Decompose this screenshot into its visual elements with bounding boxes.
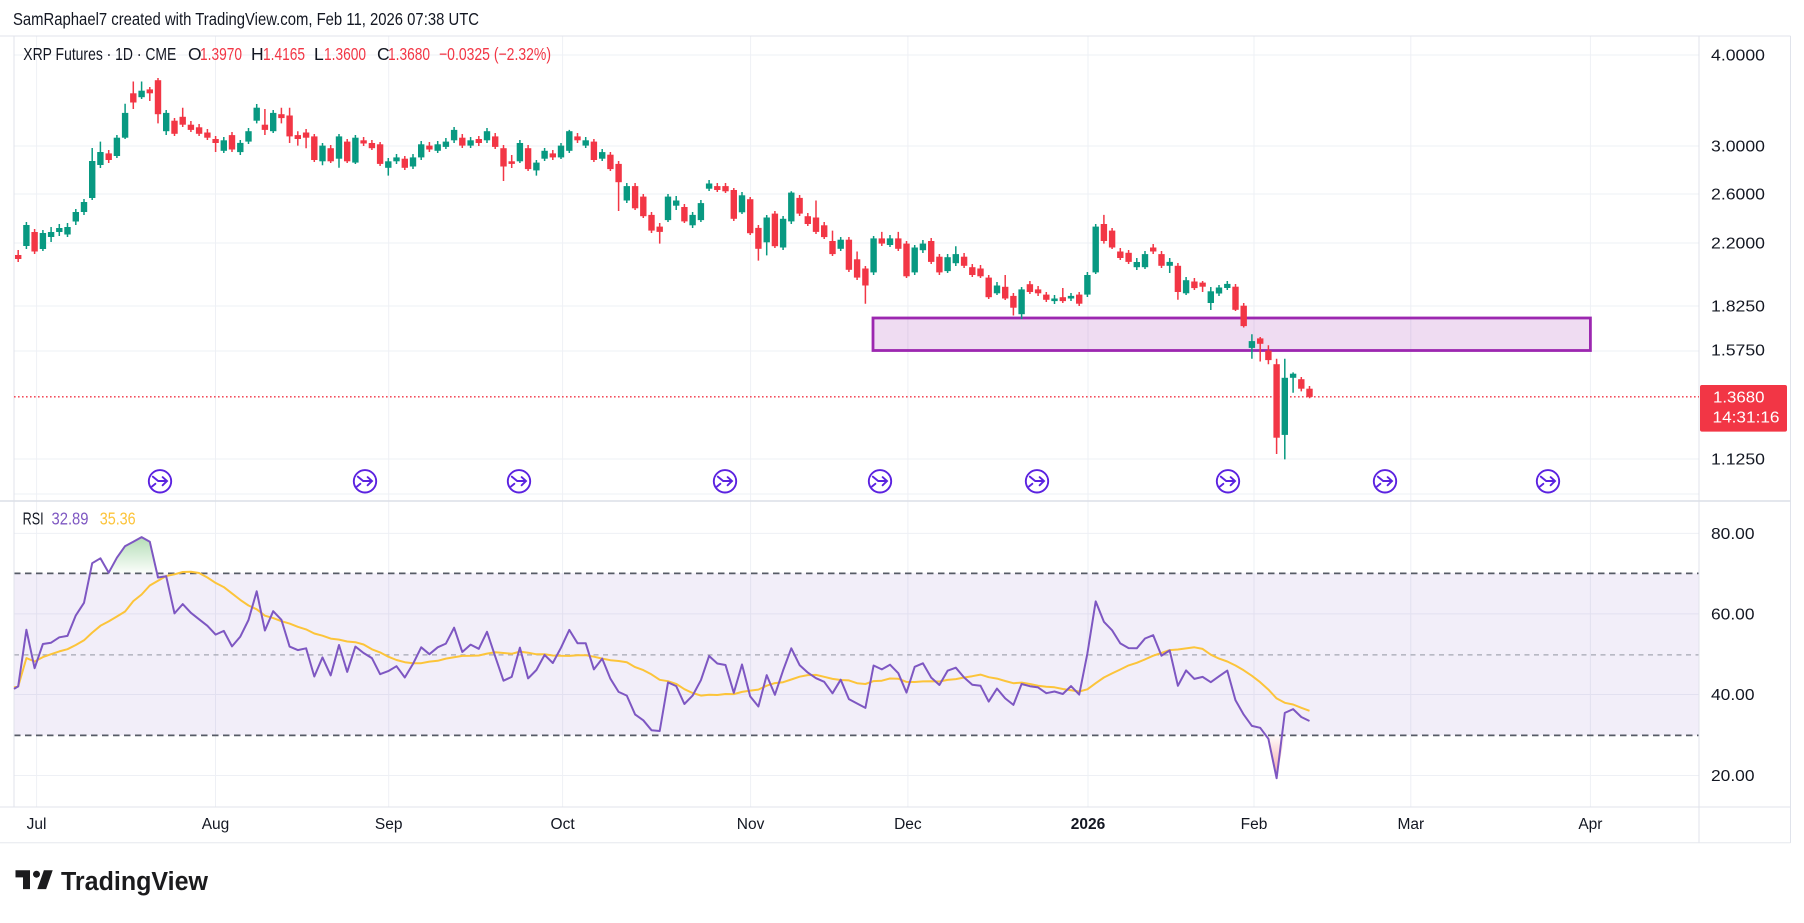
svg-text:1.8250: 1.8250: [1711, 299, 1765, 316]
svg-text:TradingView: TradingView: [61, 868, 208, 896]
svg-text:1.3680: 1.3680: [388, 44, 430, 64]
svg-text:−0.0325 (−2.32%): −0.0325 (−2.32%): [439, 44, 551, 64]
svg-text:Sep: Sep: [375, 816, 403, 833]
svg-text:1.3680: 1.3680: [1713, 390, 1765, 407]
svg-text:2026: 2026: [1071, 816, 1106, 833]
svg-text:80.00: 80.00: [1711, 526, 1755, 543]
svg-text:40.00: 40.00: [1711, 687, 1755, 704]
svg-text:O: O: [188, 44, 202, 64]
svg-text:60.00: 60.00: [1711, 606, 1755, 623]
svg-text:35.36: 35.36: [100, 509, 136, 529]
svg-text:Oct: Oct: [551, 816, 576, 833]
svg-text:Mar: Mar: [1397, 816, 1424, 833]
svg-text:20.00: 20.00: [1711, 768, 1755, 785]
svg-text:SamRaphael7 created with Tradi: SamRaphael7 created with TradingView.com…: [13, 9, 479, 29]
svg-text:1.5750: 1.5750: [1711, 343, 1765, 360]
svg-text:C: C: [377, 44, 390, 64]
svg-text:RSI: RSI: [23, 509, 44, 529]
svg-text:1.3970: 1.3970: [200, 44, 242, 64]
svg-text:Apr: Apr: [1578, 816, 1602, 833]
svg-text:H: H: [251, 44, 264, 64]
svg-text:Jul: Jul: [27, 816, 47, 833]
svg-text:14:31:16: 14:31:16: [1713, 410, 1780, 427]
svg-text:2.6000: 2.6000: [1711, 187, 1765, 204]
svg-text:32.89: 32.89: [52, 509, 89, 529]
svg-text:Feb: Feb: [1241, 816, 1268, 833]
svg-text:L: L: [314, 44, 324, 64]
svg-text:3.0000: 3.0000: [1711, 139, 1765, 156]
svg-text:2.2000: 2.2000: [1711, 236, 1765, 253]
svg-text:1.3600: 1.3600: [324, 44, 366, 64]
svg-text:4.0000: 4.0000: [1711, 48, 1765, 65]
svg-text:1.4165: 1.4165: [263, 44, 305, 64]
svg-text:Dec: Dec: [894, 816, 922, 833]
svg-text:1.1250: 1.1250: [1711, 452, 1765, 469]
svg-text:Nov: Nov: [737, 816, 765, 833]
svg-text:Aug: Aug: [202, 816, 230, 833]
svg-text:XRP Futures · 1D · CME: XRP Futures · 1D · CME: [23, 44, 176, 64]
